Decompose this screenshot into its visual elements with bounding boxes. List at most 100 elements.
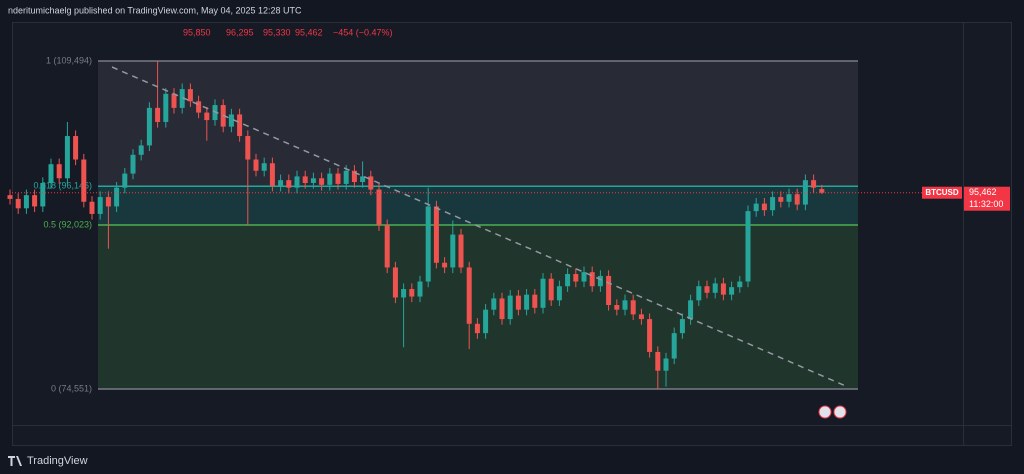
candle-body (384, 225, 390, 268)
candle-body (310, 178, 316, 183)
flag-icons (818, 405, 847, 419)
fib-label: 0 (74,551) (51, 383, 92, 393)
fib-levels: 1 (109,494) 0.618 (96,146) 0.5 (92,023) 0 (… (33, 55, 858, 393)
candle-body (64, 136, 70, 179)
fib-zone (98, 224, 858, 390)
candle-body (720, 283, 726, 295)
candle-body (15, 198, 21, 209)
ohlc-value: 95,462 (295, 27, 323, 37)
ohlc-legend: 95,850 96,295 95,330 95,462 −454 (−0.47%) (183, 27, 393, 37)
fib-label: 0.618 (96,146) (33, 181, 92, 191)
candle-body (802, 180, 808, 205)
fib-label: 1 (109,494) (46, 55, 92, 65)
candle-body (442, 262, 448, 268)
ohlc-value: 95,330 (263, 27, 291, 37)
fib-zone (98, 186, 858, 225)
candle-body (671, 333, 677, 359)
candle-body (745, 211, 751, 282)
price-tags: BTCUSD 95,462 11:32:00 (12, 186, 1010, 211)
flag-icon (833, 405, 847, 419)
symbol-tag-bg (922, 186, 962, 199)
candle-body (466, 267, 472, 324)
candle-body (204, 112, 210, 121)
candle-body (368, 176, 374, 190)
candle-body (655, 351, 661, 371)
price-tag-bg (964, 186, 1010, 211)
candle-body (450, 234, 456, 268)
candle-body (491, 298, 497, 310)
candle-body (171, 93, 177, 108)
symbol-tag: BTCUSD (925, 188, 959, 197)
candle-body (401, 289, 407, 298)
candle-body (524, 294, 530, 310)
ohlc-value: 95,850 (183, 27, 211, 37)
candle-body (565, 274, 571, 287)
candle-body (753, 203, 759, 212)
candle-body (81, 159, 87, 202)
candle-body (770, 197, 776, 211)
candle-body (778, 197, 784, 202)
logo (8, 456, 22, 466)
candle-body (622, 300, 628, 310)
candle-body (228, 114, 234, 127)
candle-body (696, 286, 702, 301)
candle-body (179, 89, 185, 108)
candle-body (138, 145, 144, 155)
price-tag: 95,462 (969, 187, 997, 197)
candles (7, 61, 825, 390)
candle-body (630, 300, 636, 315)
candle-body (187, 89, 193, 102)
countdown: 11:32:00 (969, 199, 1003, 209)
candle-body (360, 176, 366, 183)
candle-body (737, 281, 743, 288)
candle-body (597, 275, 603, 287)
candle-body (130, 154, 136, 174)
candle-body (704, 286, 710, 293)
pane-border (12, 22, 1012, 446)
candle-body (581, 272, 587, 282)
candle-body (540, 278, 546, 308)
brand: TradingView (27, 455, 88, 467)
candle-body (811, 180, 817, 188)
candle-body (794, 194, 800, 205)
candle-body (573, 274, 579, 282)
candle-body (614, 305, 620, 310)
ohlc-value: 96,295 (226, 27, 254, 37)
candle-body (458, 234, 464, 268)
candle-body (261, 163, 267, 171)
candle-body (56, 164, 62, 179)
candle-body (319, 178, 325, 185)
fib-label: 0.5 (92,023) (43, 219, 92, 229)
candle-body (417, 281, 423, 297)
fib-zone (98, 61, 858, 187)
candle-body (548, 278, 554, 301)
candle-body (302, 176, 308, 183)
candle-body (761, 203, 767, 211)
candle-body (433, 206, 439, 263)
candle-body (73, 136, 79, 160)
candle-body (679, 319, 685, 334)
candle-body (23, 195, 29, 209)
candle-body (647, 319, 653, 352)
ohlc-value: −454 (−0.47%) (333, 27, 393, 37)
footer-bar (0, 450, 1024, 474)
flag-icon (818, 405, 832, 419)
candle-body (532, 294, 538, 308)
candle-body (48, 164, 54, 183)
candle-body (819, 189, 825, 193)
candle-body (294, 176, 300, 188)
candle-body (278, 180, 284, 186)
candle-body (712, 283, 718, 293)
candle-body (589, 272, 595, 287)
candle-body (237, 114, 243, 137)
candle-body (392, 267, 398, 298)
candle-body (376, 189, 382, 226)
candle-body (245, 136, 251, 160)
candle-body (483, 309, 489, 334)
candle-body (163, 93, 169, 122)
candle-body (105, 197, 111, 207)
trend-line (111, 66, 849, 388)
candle-body (638, 314, 644, 320)
